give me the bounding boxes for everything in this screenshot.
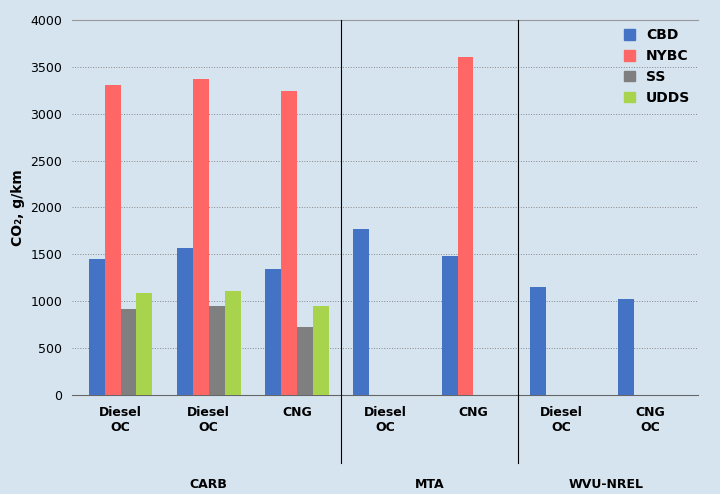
Bar bbox=[530, 288, 546, 395]
Bar bbox=[313, 306, 329, 395]
Text: MTA: MTA bbox=[415, 478, 444, 491]
Legend: CBD, NYBC, SS, UDDS: CBD, NYBC, SS, UDDS bbox=[618, 23, 696, 111]
Bar bbox=[225, 291, 240, 395]
Text: WVU-NREL: WVU-NREL bbox=[568, 478, 643, 491]
Bar bbox=[193, 79, 209, 395]
Bar bbox=[354, 229, 369, 395]
Bar bbox=[177, 248, 193, 395]
Bar bbox=[89, 259, 104, 395]
Bar bbox=[104, 85, 120, 395]
Bar bbox=[136, 293, 153, 395]
Text: CARB: CARB bbox=[190, 478, 228, 491]
Bar bbox=[457, 57, 474, 395]
Bar bbox=[441, 256, 457, 395]
Bar bbox=[209, 306, 225, 395]
Bar bbox=[120, 309, 136, 395]
Bar bbox=[297, 327, 313, 395]
Y-axis label: CO₂, g/km: CO₂, g/km bbox=[11, 169, 25, 246]
Bar bbox=[618, 299, 634, 395]
Bar bbox=[281, 91, 297, 395]
Bar bbox=[265, 269, 281, 395]
